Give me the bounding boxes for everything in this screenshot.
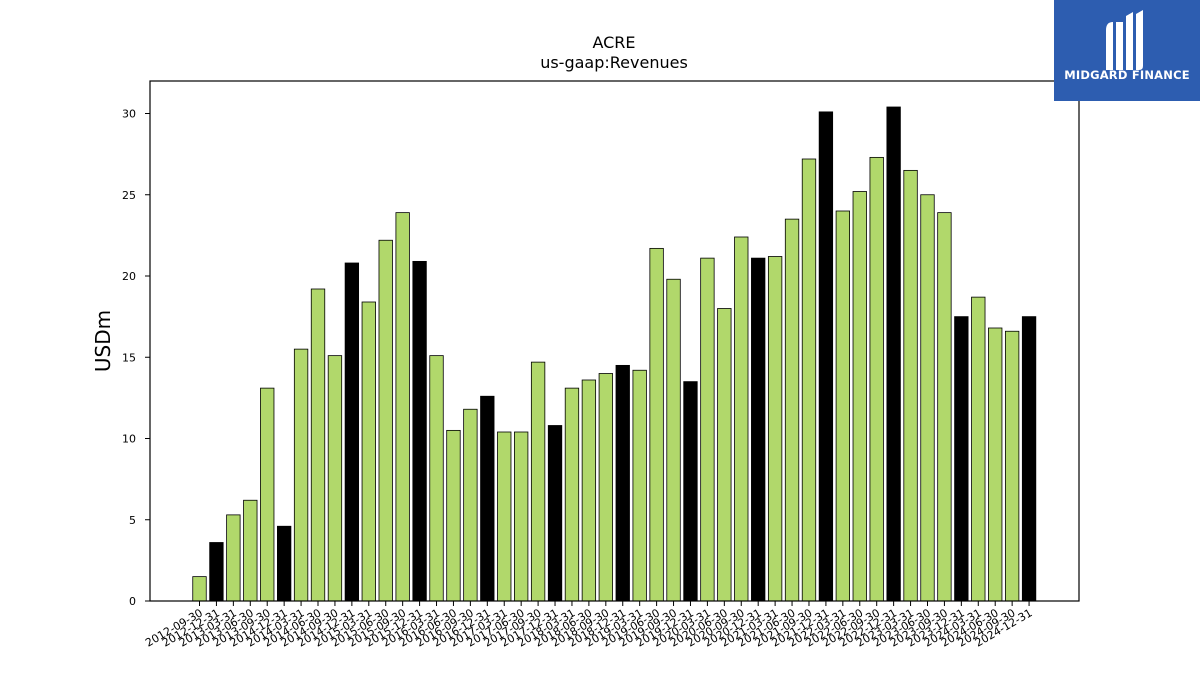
y-tick-label: 20 — [122, 270, 136, 283]
bar-2013-09-30 — [260, 387, 275, 602]
bar-2021-03-31 — [767, 256, 783, 602]
bar-2016-06-30 — [446, 429, 461, 602]
logo-text: MIDGARD FINANCE — [1064, 68, 1190, 82]
bar-2023-12-31 — [954, 316, 969, 602]
bar-2018-03-31 — [564, 387, 580, 602]
bar-2021-06-30 — [784, 218, 800, 602]
bar-2015-03-31 — [361, 301, 376, 602]
y-tick-label: 30 — [122, 108, 136, 121]
bars-group — [192, 106, 1037, 602]
bar-2022-03-31 — [835, 210, 850, 602]
bar-2014-06-30 — [310, 288, 326, 602]
bar-2019-12-31 — [683, 381, 698, 602]
bar-2024-06-30 — [988, 327, 1003, 602]
bar-2014-09-30 — [327, 355, 343, 602]
y-tick-label: 25 — [122, 189, 136, 202]
bar-2022-06-30 — [852, 191, 867, 602]
y-axis-ticks: 0 5 10 15 20 25 30 — [122, 108, 150, 608]
bar-2024-03-31 — [971, 296, 986, 602]
y-tick-label: 10 — [122, 433, 136, 446]
bar-2016-12-31 — [480, 395, 495, 602]
bar-2017-12-31 — [547, 425, 563, 602]
plot-frame — [149, 80, 1080, 602]
bar-2016-09-30 — [463, 408, 478, 602]
midgard-finance-logo: MIDGARD FINANCE — [1054, 0, 1200, 101]
bar-2019-06-30 — [649, 247, 664, 602]
bar-2021-12-31 — [818, 111, 834, 602]
bar-2020-09-30 — [734, 236, 749, 602]
bar-2024-12-31 — [1021, 316, 1037, 602]
bar-2020-12-31 — [751, 257, 766, 602]
y-axis-label: USDm — [91, 310, 115, 372]
bar-2024-09-30 — [1004, 330, 1020, 602]
chart-title: ACRE — [592, 33, 635, 52]
bar-2017-03-31 — [497, 431, 512, 602]
bar-2022-12-31 — [886, 106, 901, 602]
bar-2018-09-30 — [598, 373, 613, 602]
bar-2020-06-30 — [717, 308, 732, 602]
bar-2012-12-31 — [209, 542, 224, 602]
y-tick-label: 15 — [122, 351, 136, 364]
bar-2014-12-31 — [344, 262, 360, 602]
midgard-m-logo-icon — [1106, 10, 1143, 70]
y-tick-label: 5 — [129, 514, 136, 527]
bar-2019-03-31 — [632, 369, 647, 602]
bar-2021-09-30 — [801, 158, 817, 602]
chart-subtitle: us-gaap:Revenues — [540, 53, 688, 72]
bar-2023-03-31 — [903, 169, 918, 602]
bar-2018-12-31 — [615, 364, 630, 602]
bar-2023-06-30 — [920, 194, 935, 602]
bar-2013-12-31 — [276, 525, 292, 602]
bar-2019-09-30 — [666, 278, 681, 602]
bar-2017-09-30 — [530, 361, 546, 602]
bar-2013-03-31 — [226, 514, 241, 602]
bar-2015-09-30 — [395, 212, 410, 602]
bar-2013-06-30 — [243, 499, 258, 602]
x-axis-ticks: 2012-09-302012-12-312013-03-312013-06-30… — [143, 601, 1035, 650]
bar-2014-03-31 — [293, 348, 309, 602]
bar-2020-03-31 — [700, 257, 715, 602]
bar-2012-09-30 — [192, 576, 207, 602]
bar-2017-06-30 — [514, 431, 529, 602]
bar-2018-06-30 — [581, 379, 597, 602]
bar-2015-06-30 — [378, 239, 393, 602]
bar-2015-12-31 — [412, 260, 427, 602]
bar-2023-09-30 — [937, 212, 952, 602]
bar-2016-03-31 — [429, 355, 444, 602]
y-tick-label: 0 — [129, 595, 136, 608]
bar-2022-09-30 — [869, 156, 884, 602]
